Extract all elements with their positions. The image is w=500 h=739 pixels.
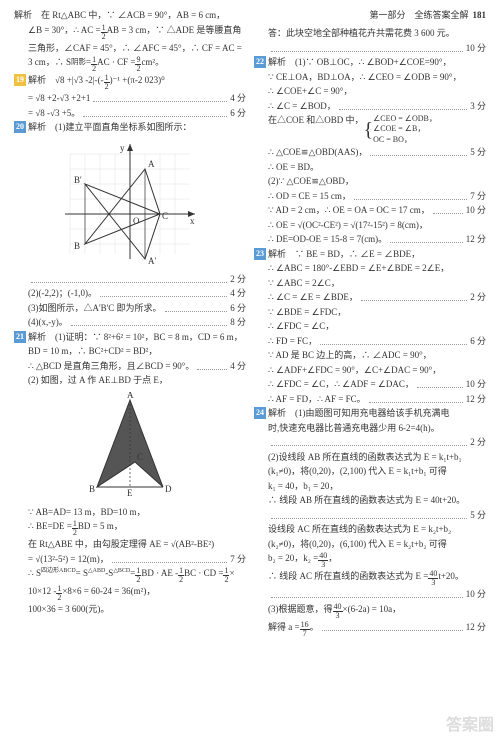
q22-l7: ∴ OE = BD。: [254, 161, 486, 175]
q24-l3: (2)设线段 AB 所在直线的函数表达式为 E = k₁t+b₁: [254, 451, 486, 465]
q24-l10p: 10 分: [254, 588, 486, 602]
q23-l7: ∴ FD = FC，6 分: [254, 335, 486, 349]
q24-l2p: 2 分: [254, 436, 486, 450]
q21-l3: ∴ △BCD 是直角三角形，且∠BCD = 90°。4 分: [14, 360, 246, 374]
q23-l4: ∴ ∠C = ∠E = ∠BDE，2 分: [254, 291, 486, 305]
q21-r1: 答：此块空地全部种植花卉共需花费 3 600 元。: [254, 27, 486, 41]
q22-l12: ∴ DE=OD-OE = 15-8 = 7(cm)。12 分: [254, 233, 486, 247]
svg-text:B': B': [74, 175, 82, 185]
svg-text:A: A: [127, 392, 134, 400]
figure-1: A B C O A' B' x y: [14, 139, 246, 269]
q19-l1: 19 解析 √8 +|√3 -2|-(-12)⁻¹ +(π-2 023)⁰: [14, 74, 246, 91]
q24-l2: 时,快速充电器比普通充电器少用 6-2=4(h)。: [254, 422, 486, 436]
q19-l2: = √8 +2-√3 +2+14 分: [14, 92, 246, 106]
q21-l1: 21解析 (1)证明：∵ 8²+6² = 10²，BC = 8 m，CD = 6…: [14, 331, 246, 345]
q18-l1: 解析 在 Rt△ABC 中，∵ ∠ACB = 90°，AB = 6 cm，: [14, 9, 246, 23]
svg-text:y: y: [120, 143, 125, 153]
page-header: 第一部分 全练答案全解181: [254, 8, 486, 21]
q22-l3: ∴ ∠COE+∠C = 90°，: [254, 85, 486, 99]
q21-l8: = √(13²-5²) = 12(m)，7 分: [14, 553, 246, 567]
q23-l10: ∴ ∠FDC = ∠C，∴ ∠ADF = ∠DAC，10 分: [254, 378, 486, 392]
q22-l11: ∴ OE = √(OC²-CE²) = √(17²-15²) = 8(cm)，: [254, 219, 486, 233]
svg-text:B: B: [89, 484, 95, 494]
q23-l9: ∴ ∠ADF+∠FDC = 90°，∠C+∠DAC = 90°，: [254, 364, 486, 378]
q24-number: 24: [254, 407, 266, 419]
q20-l4: (3)如图所示，△A'B'C 即为所求。6 分: [14, 302, 246, 316]
svg-text:E: E: [127, 488, 133, 498]
watermark: 答案圈: [446, 711, 494, 735]
q23-l5: ∵ ∠BDE = ∠FDC，: [254, 306, 486, 320]
q24-l6: ∴ 线段 AB 所在直线的函数表达式为 E = 40t+20。: [254, 494, 486, 508]
q21-l2: BD = 10 m，∴ BC²+CD² = BD²，: [14, 345, 246, 359]
q24-l12: 解得 a = 167。12 分: [254, 621, 486, 638]
q21-l10: 10×12 - 12×8×6 = 60-24 = 36(m²)，: [14, 585, 246, 602]
q22-l9: ∴ OD = CE = 15 cm，7 分: [254, 190, 486, 204]
svg-text:D: D: [165, 484, 172, 494]
q24-l4: (k₁≠0)，将(0,20)，(2,100) 代入 E = k₁t+b₁ 可得: [254, 465, 486, 479]
q24-l11: (3)根据题意，得403×(6-2a) = 10a，: [254, 603, 486, 620]
q24-l9: b₂ = 20，k₂ = 403，: [254, 552, 486, 569]
q21-number: 21: [14, 331, 26, 343]
q24-l8: (k₂≠0)，将(0,20)，(6,100) 代入 E = k₂t+b₂ 可得: [254, 538, 486, 552]
svg-text:A': A': [148, 256, 156, 266]
q20-number: 20: [14, 121, 26, 133]
svg-text:O: O: [133, 216, 140, 226]
svg-text:C: C: [162, 211, 168, 221]
q21-l7: 在 Rt△ABE 中，由勾股定理得 AE = √(AB²-BE²): [14, 538, 246, 552]
q18-l2: ∠B = 30°，∴ AC = 12AB = 3 cm，∵ △ADE 是等腰直角: [14, 24, 246, 41]
q21-l6: ∴ BE=DE = 12BD = 5 m，: [14, 520, 246, 537]
q24-l1: 24解析 (1)由题图可知用充电器给该手机充满电: [254, 407, 486, 421]
q22-l10: ∵ AD = 2 cm，∴ OE = OA = OC = 17 cm，10 分: [254, 204, 486, 218]
q22-l8: (2)∵ △COE≌△OBD，: [254, 175, 486, 189]
q21-l5: ∵ AB=AD= 13 m，BD=10 m，: [14, 506, 246, 520]
q22-l5: 在△COE 和△OBD 中， {∠CEO = ∠ODB，∠COE = ∠B，OC…: [254, 114, 486, 145]
q20-l3: (2)(-2,2)；(-1,0)。4 分: [14, 287, 246, 301]
q22-l4: ∴ ∠C = ∠BOD，3 分: [254, 100, 486, 114]
q18-l4: 3 cm，∴ S阴影 = 12AC · CF = 92 cm²。: [14, 56, 246, 73]
q23-l11: ∴ AF = FD，∴ AF = FC。12 分: [254, 393, 486, 407]
q18-l3: 三角形，∠CAF = 45°，∴ ∠AFC = 45°，∴ CF = AC =: [14, 42, 246, 56]
left-column: 解析 在 Rt△ABC 中，∵ ∠ACB = 90°，AB = 6 cm， ∠B…: [10, 8, 250, 639]
q24-l5: k₁ = 40，b₁ = 20，: [254, 480, 486, 494]
q22-l1: 22解析 (1)∵ OB⊥OC，∴ ∠BOD+∠COE=90°，: [254, 56, 486, 70]
q23-l8: ∵ AD 是 BC 边上的高，∴ ∠ADC = 90°，: [254, 349, 486, 363]
q19-number: 19: [14, 74, 26, 86]
svg-text:B: B: [74, 241, 80, 251]
q23-l2: ∴ ∠ABC = 180°-∠EBD = ∠E+∠BDE = 2∠E，: [254, 262, 486, 276]
q20-l2: 2 分: [14, 273, 246, 287]
q20-l5: (4)(x,-y)。8 分: [14, 316, 246, 330]
q23-l3: ∵ ∠ABC = 2∠C，: [254, 277, 486, 291]
q24-l10: ∴ 线段 AC 所在直线的函数表达式为 E = 403t+20。: [254, 570, 486, 587]
q24-l6p: 5 分: [254, 509, 486, 523]
q21-l9: ∴ S四边形ABCD = S△ABD-S△BCD = 12BD · AE - 1…: [14, 567, 246, 584]
q22-l2: ∵ CE⊥OA，BD⊥OA，∴ ∠CEO = ∠ODB = 90°，: [254, 71, 486, 85]
q21-l11: 100×36 = 3 600(元)。: [14, 603, 246, 617]
q24-l7: 设线段 AC 所在直线的函数表达式为 E = k₂t+b₂: [254, 523, 486, 537]
right-column: 第一部分 全练答案全解181 答：此块空地全部种植花卉共需花费 3 600 元。…: [250, 8, 490, 639]
page-content: 解析 在 Rt△ABC 中，∵ ∠ACB = 90°，AB = 6 cm， ∠B…: [0, 0, 500, 647]
q19-l3: = √8 -√3 +5。6 分: [14, 107, 246, 121]
q22-l6: ∴ △COE≌△OBD(AAS)，5 分: [254, 146, 486, 160]
q23-l6: ∴ ∠FDC = ∠C，: [254, 320, 486, 334]
svg-text:C: C: [137, 452, 143, 462]
q22-number: 22: [254, 56, 266, 68]
svg-text:x: x: [190, 216, 195, 226]
q23-l1: 23解析 ∵ BE = BD，∴ ∠E = ∠BDE，: [254, 248, 486, 262]
svg-text:A: A: [148, 159, 155, 169]
q21-l4: (2) 如图，过 A 作 AE⊥BD 于点 E，: [14, 374, 246, 388]
q20-l1: 20解析 (1)建立平面直角坐标系如图所示：: [14, 121, 246, 135]
figure-2: A B C D E: [14, 392, 246, 502]
q23-number: 23: [254, 248, 266, 260]
q21-r1p: 10 分: [254, 42, 486, 56]
